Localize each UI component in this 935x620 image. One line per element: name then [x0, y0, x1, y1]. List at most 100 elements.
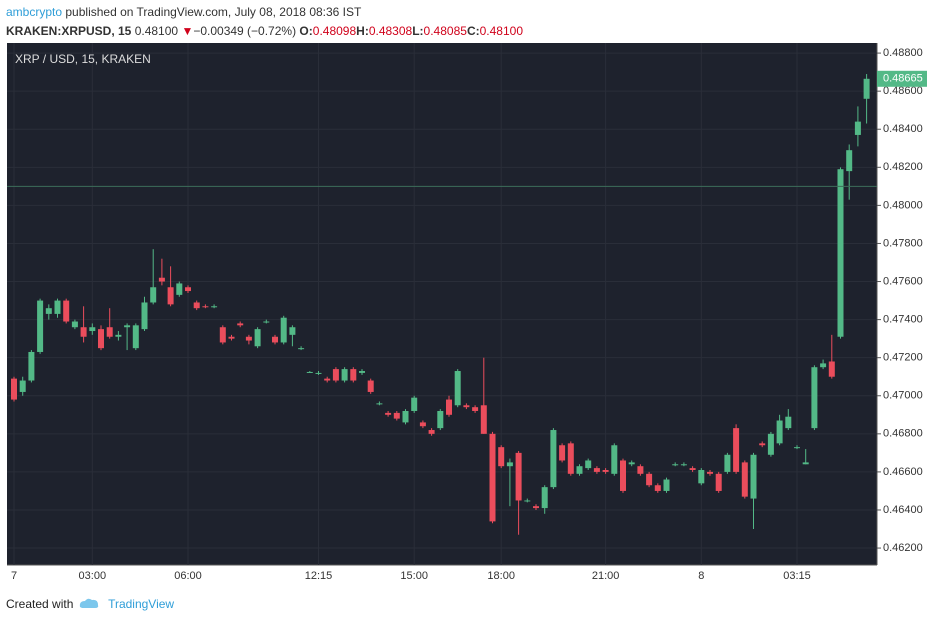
y-tick-label: 0.48800: [883, 47, 923, 59]
x-tick-label: 7: [11, 570, 17, 582]
candle-body: [150, 287, 157, 303]
candle-body: [176, 283, 183, 295]
ohlc: O:0.48098H:0.48308L:0.48085C:0.48100: [299, 24, 523, 38]
candle-body: [245, 336, 252, 341]
candle-body: [376, 403, 383, 405]
candle-body: [89, 327, 96, 332]
candle-body: [506, 462, 513, 467]
candle-body: [437, 410, 444, 429]
candle-body: [593, 468, 600, 472]
x-tick-label: 06:00: [174, 570, 202, 582]
candle-body: [654, 485, 661, 491]
candle-body: [132, 325, 139, 349]
candle-body: [820, 363, 827, 368]
x-tick-label: 8: [698, 570, 704, 582]
grid: [7, 43, 877, 565]
candle-body: [767, 433, 774, 455]
candle-body: [359, 371, 365, 373]
ohlc-label: O:: [299, 24, 313, 38]
candle-body: [533, 506, 539, 509]
candle-body: [193, 302, 200, 309]
y-tick-label: 0.47600: [883, 275, 923, 287]
candle-body: [298, 348, 305, 350]
candle-body: [628, 462, 635, 465]
candle-body: [106, 327, 113, 337]
last-price-label: 0.48665: [883, 73, 923, 85]
candle-body: [489, 433, 496, 522]
candle-body: [611, 445, 618, 474]
x-tick-label: 03:00: [79, 570, 107, 582]
y-tick-label: 0.47200: [883, 352, 923, 364]
candle-body: [620, 460, 626, 491]
candle-body: [837, 169, 844, 337]
x-tick-label: 21:00: [592, 570, 620, 582]
ohlc-label: L:: [412, 24, 424, 38]
candle-body: [698, 470, 705, 484]
candle-body: [759, 443, 766, 446]
published: published on TradingView.com, July 08, 2…: [65, 5, 362, 19]
candle-body: [541, 487, 548, 509]
logo: [79, 598, 98, 608]
candle-body: [263, 321, 270, 323]
candle-body: [306, 371, 313, 373]
last: 0.48100: [134, 24, 179, 38]
candle-body: [115, 334, 122, 337]
y-tick-label: 0.48200: [883, 161, 923, 173]
candle-body: [28, 351, 35, 381]
candle-body: [672, 464, 679, 466]
candle-body: [237, 323, 244, 326]
candle-body: [367, 380, 374, 392]
x-tick-label: 12:15: [305, 570, 333, 582]
candle-body: [428, 430, 435, 434]
candle-body: [324, 378, 331, 381]
candle-body: [141, 302, 148, 330]
candle-body: [158, 277, 165, 282]
y-tick-label: 0.48000: [883, 199, 923, 211]
candle-body: [863, 78, 870, 99]
candle-body: [332, 369, 339, 381]
candle-body: [846, 150, 853, 172]
candle-body: [98, 329, 104, 349]
candle-body: [185, 287, 191, 292]
candle-body: [454, 371, 461, 406]
brand[interactable]: TradingView: [108, 597, 175, 611]
ohlc-value: 0.48098: [312, 24, 357, 38]
candle-body: [646, 473, 653, 486]
candle-body: [71, 321, 78, 328]
candle-body: [794, 447, 800, 449]
candle-body: [524, 500, 531, 502]
candle-body: [724, 454, 731, 472]
candle-body: [402, 410, 409, 423]
y-tick-label: 0.47800: [883, 237, 923, 249]
marks: [7, 74, 877, 535]
candle-body: [315, 372, 322, 374]
y-tick-label: 0.46600: [883, 466, 923, 478]
ohlc-label: C:: [466, 24, 480, 38]
plot-background: [7, 43, 877, 565]
candle-body: [54, 300, 61, 314]
candle-body: [463, 405, 470, 408]
candle-body: [280, 317, 287, 343]
last-price-box: [877, 70, 927, 87]
y-tick-label: 0.47000: [883, 390, 923, 402]
y-tick-label: 0.48600: [883, 85, 923, 97]
candle-body: [785, 416, 792, 429]
candle-body: [124, 325, 131, 328]
candle-body: [393, 412, 400, 419]
x-tick-label: 18:00: [487, 570, 515, 582]
candle-body: [559, 445, 566, 461]
candle-body: [480, 405, 487, 434]
candle-body: [776, 420, 783, 444]
candle-body: [211, 306, 218, 308]
arrow: ▼: [181, 24, 194, 38]
candle-body: [472, 407, 479, 411]
candle-body: [228, 336, 235, 339]
change: −0.00349 (−0.72%): [193, 24, 297, 38]
candle-body: [750, 454, 757, 499]
chart: XRP / USD, 15, KRAKEN 0.46200 0.46400 0.46…: [7, 43, 927, 582]
author[interactable]: ambcrypto: [6, 5, 63, 19]
candle-body: [802, 462, 809, 465]
ohlc-value: 0.48308: [368, 24, 413, 38]
candle-body: [733, 428, 740, 472]
